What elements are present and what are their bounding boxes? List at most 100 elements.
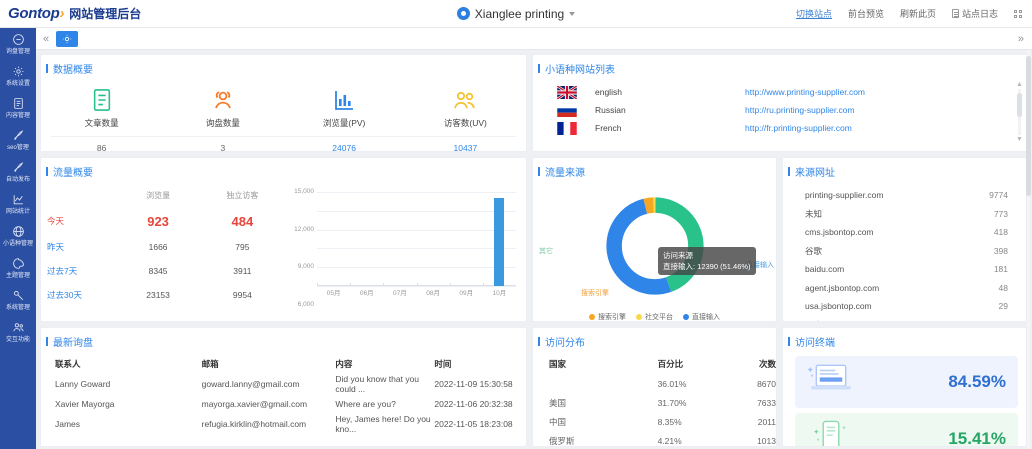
donut-label-other: 其它 (539, 248, 553, 255)
list-item: cms.jsbontop.com 418 (783, 223, 1026, 242)
page-scrollbar[interactable] (1025, 50, 1032, 449)
sidebar-item-interaction[interactable]: 交互功能 (0, 316, 36, 348)
preview-site-link[interactable]: 前台预览 (847, 9, 884, 19)
column-header (47, 190, 118, 201)
data-overview-card: 数据概要 文章数量 (40, 54, 527, 152)
language-name: Russian (595, 105, 626, 115)
scroll-down-icon[interactable]: ▼ (1016, 136, 1023, 143)
source-name: 未知 (805, 208, 823, 219)
brand-logo[interactable]: Gontop› 网站管理后台 (0, 5, 141, 22)
table-row[interactable]: Lanny Goward goward.lanny@gmail.com Did … (41, 374, 526, 394)
tabs-next-icon[interactable]: » (1017, 32, 1024, 45)
sidebar-item-statistics[interactable]: 网站统计 (0, 188, 36, 220)
sidebar-item-content[interactable]: 内容管理 (0, 92, 36, 124)
contact-name: Xavier Mayorga (55, 399, 115, 409)
sidebar-label: 自动发布 (5, 177, 30, 183)
legend-label: 搜索引擎 (598, 314, 626, 321)
sidebar-item-multilang[interactable]: 小语种管理 (0, 220, 36, 252)
globe-icon (0, 224, 36, 239)
scroll-up-icon[interactable]: ▲ (1016, 81, 1023, 88)
sidebar-item-settings[interactable]: 系统设置 (0, 60, 36, 92)
column-header: 独立访客 (226, 191, 259, 200)
card-title: 小语种网站列表 (533, 55, 1027, 81)
inquiry-content: Where are you? (335, 399, 396, 409)
list-item[interactable]: French http://fr.printing-supplier.com (539, 119, 1011, 137)
inquiry-content: Did you know that you could ... (335, 374, 420, 394)
switch-site-link[interactable]: 切换站点 (795, 9, 832, 19)
source-count: 26 (999, 320, 1008, 321)
contact-name: James (55, 419, 81, 429)
site-switcher[interactable]: Xianglee printing (386, 7, 646, 21)
column-header: 国家 (549, 359, 567, 369)
x-axis-tick: 07月 (393, 290, 407, 297)
source-name: usa.jsbontop.com (805, 301, 872, 312)
sidebar-nav: 询盘管理 系统设置 内容管理 (0, 28, 36, 449)
sidebar-item-autopublish[interactable]: 自动发布 (0, 156, 36, 188)
scrollbar-thumb[interactable] (1017, 93, 1022, 117)
russia-flag-icon (539, 103, 595, 117)
legend-item-social[interactable]: 社交平台 (636, 312, 673, 321)
sidebar-item-inquiry[interactable]: 询盘管理 (0, 28, 36, 60)
legend-label: 社交平台 (645, 314, 673, 321)
chart-gridline: 3,000 (317, 267, 516, 269)
table-header: 浏览量 独立访客 (47, 188, 287, 207)
x-axis-tick: 06月 (359, 290, 374, 297)
legend-label: 直接输入 (692, 314, 720, 321)
source-name: 百度 (805, 319, 999, 321)
traffic-table: 浏览量 独立访客 今天 923 484 昨天 1666 795 (41, 188, 287, 307)
country-percent: 36.01% (657, 378, 687, 389)
language-url[interactable]: http://www.printing-supplier.com (745, 87, 865, 97)
metric-label: 访客数(UV) (443, 118, 487, 128)
table-row[interactable]: Xavier Mayorga mayorga.xavier@gmail.com … (41, 394, 526, 414)
card-title: 最新询盘 (41, 328, 526, 354)
chart-gridline: 0 (317, 286, 516, 287)
metric-uv: 访客数(UV) (405, 83, 526, 129)
sidebar-collapse-icon[interactable]: « (43, 32, 50, 45)
sidebar-item-system[interactable]: 系统管理 (0, 284, 36, 316)
language-list-scrollbar[interactable]: ▲ ▼ (1016, 81, 1023, 143)
source-sites-card: 来源网址 printing-supplier.com 9774 未知 773 c… (782, 157, 1027, 322)
tab-dashboard[interactable] (56, 30, 79, 47)
table-row[interactable]: James refugia.kirklin@hotmail.com Hey, J… (41, 414, 526, 434)
source-count: 773 (993, 208, 1008, 219)
sidebar-label: 小语种管理 (2, 241, 33, 247)
sidebar-label: 交互功能 (5, 337, 30, 343)
uv-value: 795 (235, 242, 250, 252)
metric-label: 文章数量 (84, 118, 119, 128)
fullscreen-icon[interactable] (1014, 9, 1022, 18)
scrollbar-track[interactable] (1027, 50, 1030, 449)
visit-terminal-card: 访问终端 84.59% (782, 327, 1027, 447)
site-log-link[interactable]: 站点日志 (951, 7, 998, 20)
list-item: agent.jsbontop.com 48 (783, 279, 1026, 298)
legend-item-direct[interactable]: 直接输入 (683, 312, 720, 321)
inquiry-content: Hey, James here! Do you kno... (335, 414, 431, 434)
metric-value[interactable]: 24076 (332, 143, 356, 152)
column-header: 邮箱 (201, 359, 219, 369)
y-axis-tick: 15,000 (294, 188, 314, 195)
uv-value: 9954 (232, 290, 252, 300)
document-icon (951, 9, 959, 18)
sidebar-label: 系统管理 (5, 305, 30, 311)
language-url[interactable]: http://fr.printing-supplier.com (745, 123, 852, 133)
dashboard-icon (62, 34, 72, 43)
minus-circle-icon (0, 32, 36, 47)
metric-value[interactable]: 10437 (453, 143, 478, 152)
scrollbar-thumb[interactable] (1026, 56, 1031, 196)
language-url[interactable]: http://ru.printing-supplier.com (745, 105, 855, 115)
source-count: 9774 (989, 190, 1008, 201)
legend-item-search[interactable]: 搜索引擎 (589, 312, 626, 321)
x-axis-mark (482, 283, 484, 286)
list-item[interactable]: Russian http://ru.printing-supplier.com (539, 101, 1011, 119)
refresh-page-link[interactable]: 刷新此页 (899, 9, 936, 19)
sidebar-item-theme[interactable]: 主题管理 (0, 252, 36, 284)
donut-chart: 其它 直接输入 搜索引擎 访问来源 直接输入: 12390 (51.46%) 搜… (533, 184, 776, 321)
chevron-down-icon[interactable] (569, 11, 576, 16)
list-item[interactable]: english http://www.printing-supplier.com (539, 83, 1011, 101)
users-icon (0, 320, 36, 335)
chart-bar[interactable] (494, 198, 505, 286)
metric-pv: 浏览量(PV) (284, 83, 405, 129)
sidebar-item-seo[interactable]: seo管理 (0, 124, 36, 156)
table-row: 过去7天 8345 3911 (47, 259, 287, 283)
x-axis-mark (449, 283, 451, 286)
